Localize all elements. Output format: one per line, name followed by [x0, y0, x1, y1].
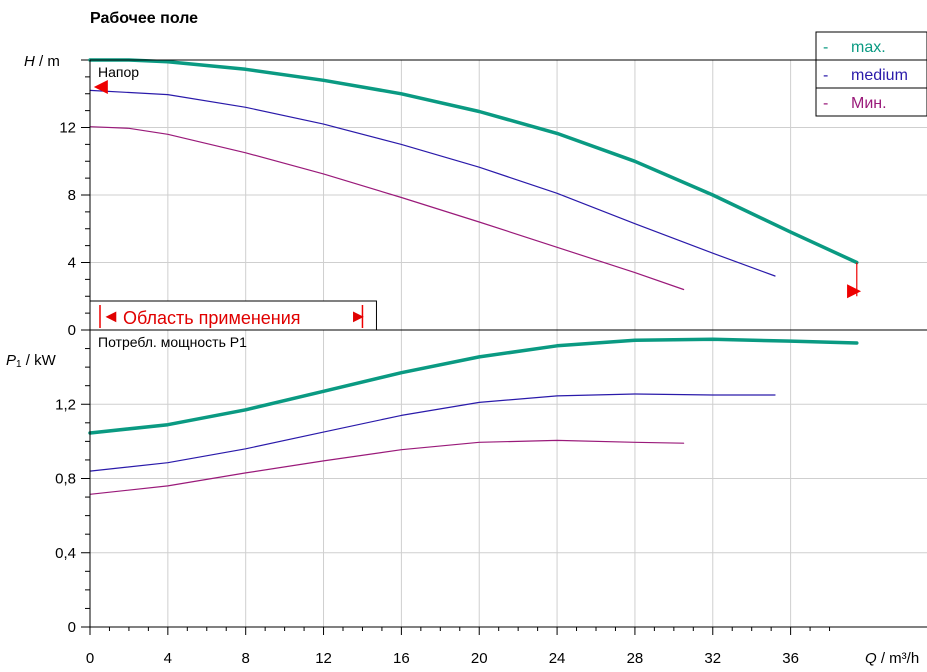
- grid-head: [90, 59, 927, 330]
- legend-entry-box: [815, 59, 927, 89]
- x-tick-label: 24: [549, 650, 566, 667]
- x-tick-label: 16: [393, 650, 410, 667]
- y-axis-label-power: P1 / kW: [6, 352, 57, 370]
- y-axis-label-head: H / m: [24, 53, 60, 70]
- legend: - max. - medium - Мин.: [815, 31, 927, 117]
- range-marker-left: [93, 80, 108, 94]
- range-marker-right: [847, 284, 862, 299]
- legend-entry-box: [815, 87, 927, 117]
- series-head-мин: [89, 126, 685, 291]
- legend-entry-dash: -: [823, 67, 828, 84]
- x-tick-label: 0: [86, 650, 94, 667]
- legend-entry-label: Мин.: [851, 95, 887, 112]
- x-tick-label: 12: [315, 650, 332, 667]
- x-tick-label: 4: [164, 650, 172, 667]
- series-head-medium: [89, 89, 776, 277]
- y-tick-label: 0,8: [55, 471, 76, 488]
- panel-head: 0 4 8 12 Напор: [59, 58, 927, 339]
- y-tick-label: 0: [68, 619, 76, 636]
- x-tick-label: 36: [782, 650, 799, 667]
- application-range-label: Область применения: [123, 308, 301, 328]
- application-range-arrow-left: ◄: [102, 306, 120, 326]
- legend-entry-dash: -: [823, 39, 828, 56]
- y-tick-label: 0: [68, 322, 76, 339]
- series-power-medium: [89, 393, 776, 472]
- series-power-мин: [89, 439, 685, 495]
- x-tick-label: 32: [704, 650, 721, 667]
- legend-entry-label: max.: [851, 39, 886, 56]
- legend-entry-box: [815, 31, 927, 61]
- panel-caption-power: Потребл. мощность P1: [98, 334, 247, 350]
- x-axis-label: Q / m³/h: [865, 650, 919, 667]
- series-head-max: [88, 58, 859, 265]
- x-tick-label: 20: [471, 650, 488, 667]
- application-range-box: [89, 300, 377, 331]
- y-tick-label: 4: [68, 255, 76, 272]
- legend-entry-dash: -: [823, 95, 828, 112]
- x-tick-label: 28: [627, 650, 644, 667]
- series-power-max: [88, 337, 859, 435]
- chart-title: Рабочее поле: [90, 10, 198, 27]
- x-tick-label: 8: [242, 650, 250, 667]
- y-tick-label: 1,2: [55, 396, 76, 413]
- legend-entry-label: medium: [851, 67, 908, 84]
- y-tick-label: 0,4: [55, 545, 76, 562]
- y-tick-label: 8: [68, 187, 76, 204]
- application-range-arrow-right: ►: [349, 306, 367, 326]
- y-tick-label: 12: [59, 120, 76, 137]
- panel-caption-head: Напор: [98, 64, 139, 80]
- application-range: ◄ Область применения ►: [89, 300, 377, 331]
